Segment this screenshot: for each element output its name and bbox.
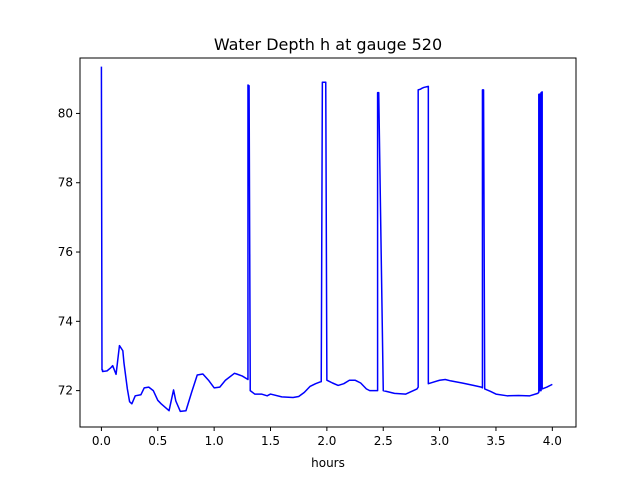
y-tick-label: 72 xyxy=(58,384,73,398)
series-layer xyxy=(100,66,553,413)
x-tick-label: 2.5 xyxy=(374,434,393,448)
x-tick-label: 3.0 xyxy=(430,434,449,448)
series-line xyxy=(100,66,553,413)
x-tick-label: 0.5 xyxy=(148,434,167,448)
x-tick-label: 2.0 xyxy=(317,434,336,448)
x-tick-label: 3.5 xyxy=(486,434,505,448)
y-axis: 72 74 76 78 80 xyxy=(58,106,80,398)
x-axis-label: hours xyxy=(311,456,345,470)
x-tick-label: 1.0 xyxy=(205,434,224,448)
plot-frame xyxy=(79,57,577,428)
y-tick-label: 76 xyxy=(58,245,73,259)
y-tick-label: 80 xyxy=(58,106,73,120)
chart-title: Water Depth h at gauge 520 xyxy=(214,35,442,54)
x-axis: 0.0 0.5 1.0 1.5 2.0 2.5 3.0 3.5 4.0 xyxy=(92,427,562,448)
x-tick-label: 4.0 xyxy=(543,434,562,448)
y-tick-label: 78 xyxy=(58,176,73,190)
x-tick-label: 0.0 xyxy=(92,434,111,448)
y-tick-label: 74 xyxy=(58,314,73,328)
x-tick-label: 1.5 xyxy=(261,434,280,448)
